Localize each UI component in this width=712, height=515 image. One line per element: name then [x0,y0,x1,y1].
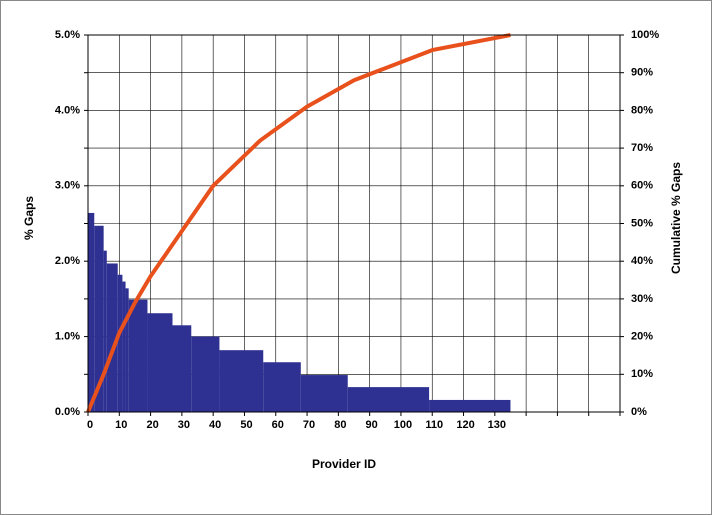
y-tick-label: 0.0% [55,406,80,418]
x-tick-label: 60 [272,419,284,431]
bar [88,212,95,412]
x-tick-label: 70 [303,419,315,431]
y2-tick-label: 70% [631,142,653,154]
bar [94,225,104,412]
y-tick-label: 4.0% [55,104,80,116]
bar [147,313,173,412]
x-axis-label: Provider ID [312,457,376,471]
y2-tick-label: 50% [631,217,653,229]
y-tick-label: 2.0% [55,255,80,267]
x-tick-label: 110 [425,419,443,431]
x-tick-label: 40 [209,419,221,431]
bar [300,375,348,412]
bar [125,288,129,412]
y2-tick-label: 30% [631,293,653,305]
plot-border [87,34,621,413]
bar [117,274,123,412]
y2-tick-label: 60% [631,180,653,192]
y2-tick-label: 100% [631,29,659,41]
x-tick-label: 10 [115,419,127,431]
bar [263,362,301,412]
bar [429,399,511,412]
y-axis-label: % Gaps [22,196,36,240]
bar [103,250,107,412]
y2-tick-label: 80% [631,104,653,116]
x-tick-label: 120 [456,419,474,431]
bar [347,387,430,412]
y2-tick-label: 20% [631,331,653,343]
x-tick-label: 50 [240,419,252,431]
y2-tick-label: 10% [631,368,653,380]
bar [191,336,220,412]
y2-axis-label: Cumulative % Gaps [669,162,683,274]
bar [128,299,148,412]
x-tick-label: 130 [488,419,506,431]
bar [172,325,192,412]
y2-tick-label: 40% [631,255,653,267]
y-tick-label: 3.0% [55,180,80,192]
x-tick-label: 0 [87,419,93,431]
y-tick-label: 1.0% [55,331,80,343]
bar [106,263,118,412]
x-tick-label: 30 [178,419,190,431]
cumulative-line [86,33,511,413]
x-tick-label: 80 [334,419,346,431]
x-tick-label: 20 [146,419,158,431]
x-tick-label: 100 [394,419,412,431]
bar [122,281,126,412]
bar [219,350,264,412]
x-tick-label: 90 [366,419,378,431]
y2-tick-label: 90% [631,67,653,79]
y-tick-label: 5.0% [55,29,80,41]
y2-tick-label: 0% [631,406,647,418]
